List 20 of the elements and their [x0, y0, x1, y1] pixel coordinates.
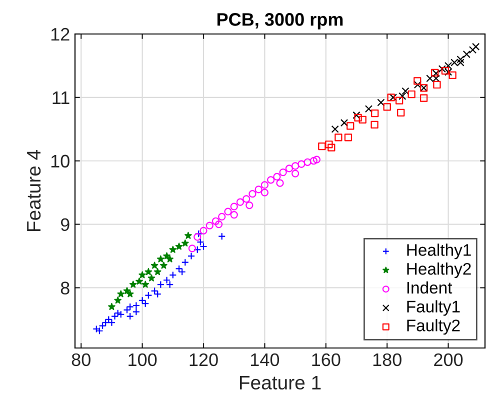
x-tick-label: 160 [312, 353, 340, 366]
x-axis-title: Feature 1 [240, 376, 321, 390]
y-tick-label: 9 [60, 218, 70, 232]
x-tick-label: 120 [190, 353, 218, 366]
y-tick-label: 12 [51, 28, 70, 41]
x-tick-label: 200 [434, 353, 463, 366]
legend-label: Healthy1 [407, 244, 471, 260]
x-tick-label: 80 [72, 353, 90, 366]
legend-label: Faulty2 [407, 319, 460, 335]
y-axis-title: Feature 4 [27, 150, 41, 232]
x-tick-label: 140 [251, 353, 280, 366]
chart-title: PCB, 3000 rpm [217, 13, 343, 30]
y-tick-label: 8 [60, 282, 70, 294]
y-tick-label: 10 [51, 154, 70, 168]
legend-label: Healthy2 [407, 262, 471, 278]
y-tick-label: 11 [52, 92, 70, 104]
x-tick-label: 180 [373, 353, 402, 366]
x-tick-label: 100 [128, 353, 157, 366]
legend-label: Indent [407, 281, 452, 294]
legend-label: Faulty1 [407, 300, 460, 316]
